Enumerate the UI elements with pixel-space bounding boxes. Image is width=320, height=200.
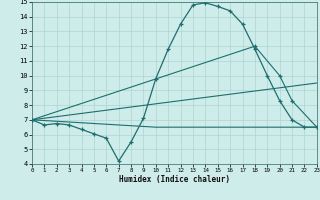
X-axis label: Humidex (Indice chaleur): Humidex (Indice chaleur): [119, 175, 230, 184]
